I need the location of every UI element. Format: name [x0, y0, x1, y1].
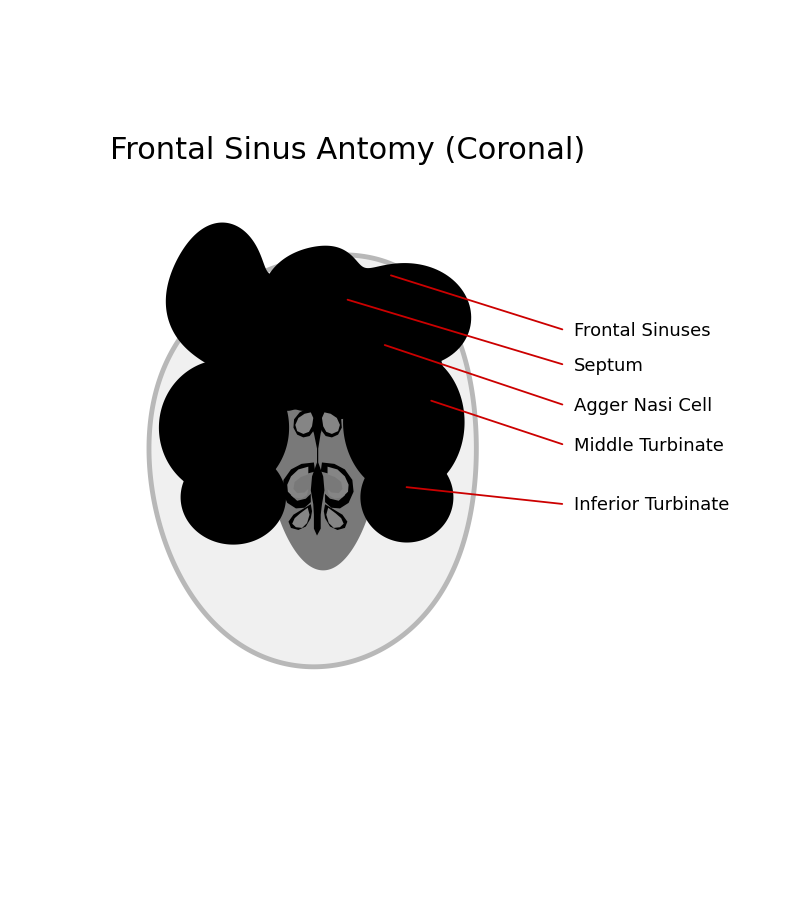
Polygon shape — [159, 360, 289, 497]
Polygon shape — [361, 452, 454, 543]
Polygon shape — [149, 256, 476, 667]
Polygon shape — [277, 389, 314, 412]
Text: Inferior Turbinate: Inferior Turbinate — [574, 496, 730, 514]
Text: Middle Turbinate: Middle Turbinate — [574, 436, 724, 454]
Polygon shape — [326, 508, 344, 528]
Polygon shape — [181, 451, 286, 545]
Polygon shape — [292, 508, 310, 528]
Polygon shape — [287, 467, 308, 499]
Polygon shape — [319, 407, 342, 438]
Polygon shape — [166, 223, 347, 375]
Polygon shape — [309, 386, 326, 536]
Polygon shape — [260, 247, 471, 385]
Polygon shape — [290, 309, 443, 421]
Text: Frontal Sinuses: Frontal Sinuses — [574, 321, 711, 340]
Polygon shape — [294, 407, 316, 438]
Polygon shape — [343, 349, 465, 496]
Polygon shape — [289, 505, 312, 530]
Polygon shape — [328, 389, 368, 414]
Polygon shape — [282, 463, 315, 509]
Polygon shape — [321, 463, 354, 509]
Text: Agger Nasi Cell: Agger Nasi Cell — [574, 397, 713, 415]
Polygon shape — [295, 413, 314, 434]
Polygon shape — [324, 505, 347, 530]
Polygon shape — [266, 355, 380, 571]
Polygon shape — [322, 413, 340, 434]
Text: Frontal Sinus Antomy (Coronal): Frontal Sinus Antomy (Coronal) — [110, 135, 586, 164]
Polygon shape — [327, 467, 349, 499]
Polygon shape — [218, 309, 325, 403]
Text: Septum: Septum — [574, 357, 644, 375]
